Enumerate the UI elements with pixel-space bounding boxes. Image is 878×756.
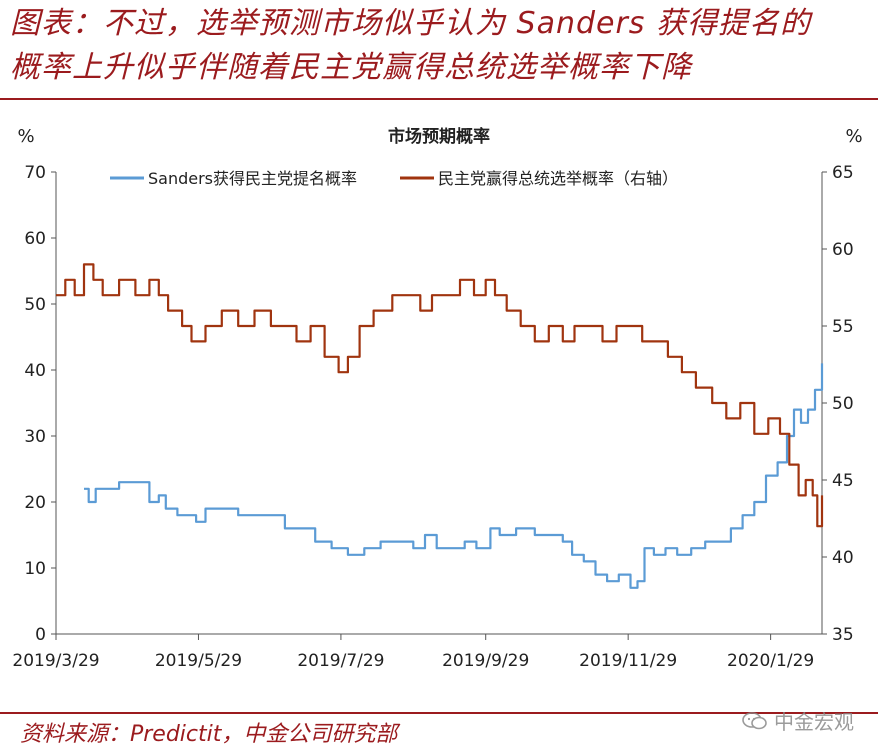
- right-tick-label: 60: [832, 240, 854, 260]
- figure-title-line2: 概率上升似乎伴随着民主党赢得总统选举概率下降: [10, 50, 692, 85]
- legend: Sanders获得民主党提名概率 民主党赢得总统选举概率（右轴）: [110, 169, 678, 188]
- right-tick-label: 40: [832, 548, 854, 568]
- line-chart: 市场预期概率 % % 0 10 20 30 40 50 60 70 35 40 45 50 55 60 65…: [12, 126, 862, 671]
- right-tick-label: 45: [832, 471, 854, 491]
- series-line-1: [84, 363, 824, 589]
- chart-title: 市场预期概率: [388, 126, 490, 147]
- x-tick-label: 2019/11/29: [579, 651, 677, 671]
- x-tick-label: 2019/5/29: [155, 651, 242, 671]
- left-tick-label: 40: [24, 361, 46, 381]
- right-axis-unit: %: [845, 126, 862, 147]
- watermark-text: 中金宏观: [774, 710, 854, 734]
- x-tick-label: 2019/9/29: [442, 651, 529, 671]
- bottom-divider: [0, 712, 878, 714]
- left-tick-label: 20: [24, 493, 46, 513]
- wechat-icon: [742, 711, 767, 729]
- legend-label-2: 民主党赢得总统选举概率（右轴）: [438, 169, 678, 188]
- axes: 0 10 20 30 40 50 60 70 35 40 45 50 55 60 65 2019/3/29 20…: [12, 163, 853, 671]
- right-tick-label: 50: [832, 394, 854, 414]
- figure-title: 图表：不过，选举预测市场似乎认为 Sanders 获得提名的 概率上升似乎伴随着…: [10, 2, 870, 90]
- left-axis-unit: %: [17, 126, 34, 147]
- series-line-2: [56, 263, 824, 528]
- left-tick-label: 30: [24, 427, 46, 447]
- right-tick-label: 65: [832, 163, 854, 183]
- watermark: 中金宏观: [742, 706, 854, 735]
- left-tick-label: 50: [24, 295, 46, 315]
- legend-label-1: Sanders获得民主党提名概率: [148, 169, 357, 188]
- left-tick-label: 0: [35, 625, 46, 645]
- top-divider: [0, 98, 878, 100]
- right-tick-label: 35: [832, 625, 854, 645]
- x-tick-label: 2019/7/29: [297, 651, 384, 671]
- chart-container: 市场预期概率 % % 0 10 20 30 40 50 60 70 35 40 45 50 55 60 65…: [0, 100, 878, 710]
- source-note: 资料来源：Predictit，中金公司研究部: [20, 718, 397, 752]
- right-tick-label: 55: [832, 317, 854, 337]
- x-tick-label: 2020/1/29: [727, 651, 814, 671]
- left-tick-label: 70: [24, 163, 46, 183]
- figure-title-line1: 图表：不过，选举预测市场似乎认为 Sanders 获得提名的: [10, 6, 811, 41]
- source-text: 资料来源：Predictit，中金公司研究部: [20, 722, 398, 747]
- series-lines: [56, 263, 824, 589]
- x-tick-label: 2019/3/29: [12, 651, 99, 671]
- left-tick-label: 60: [24, 229, 46, 249]
- left-tick-label: 10: [24, 559, 46, 579]
